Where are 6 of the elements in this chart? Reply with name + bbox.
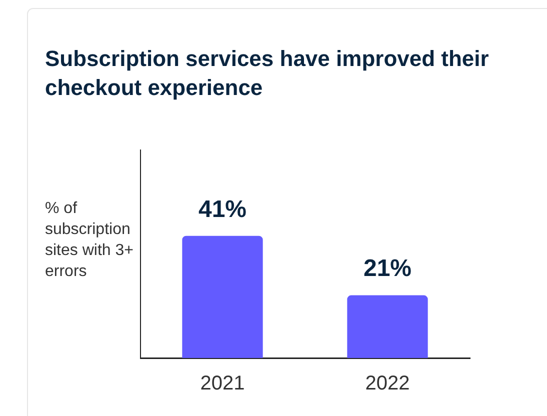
x-tick-label: 2022 xyxy=(365,372,410,395)
chart-title: Subscription services have improved their checkout experience xyxy=(45,45,490,102)
x-tick-label: 2021 xyxy=(200,372,245,395)
y-axis-title: % of subscription sites with 3+ errors xyxy=(45,199,134,282)
data-label: 41% xyxy=(198,196,247,223)
data-label: 21% xyxy=(363,255,412,282)
